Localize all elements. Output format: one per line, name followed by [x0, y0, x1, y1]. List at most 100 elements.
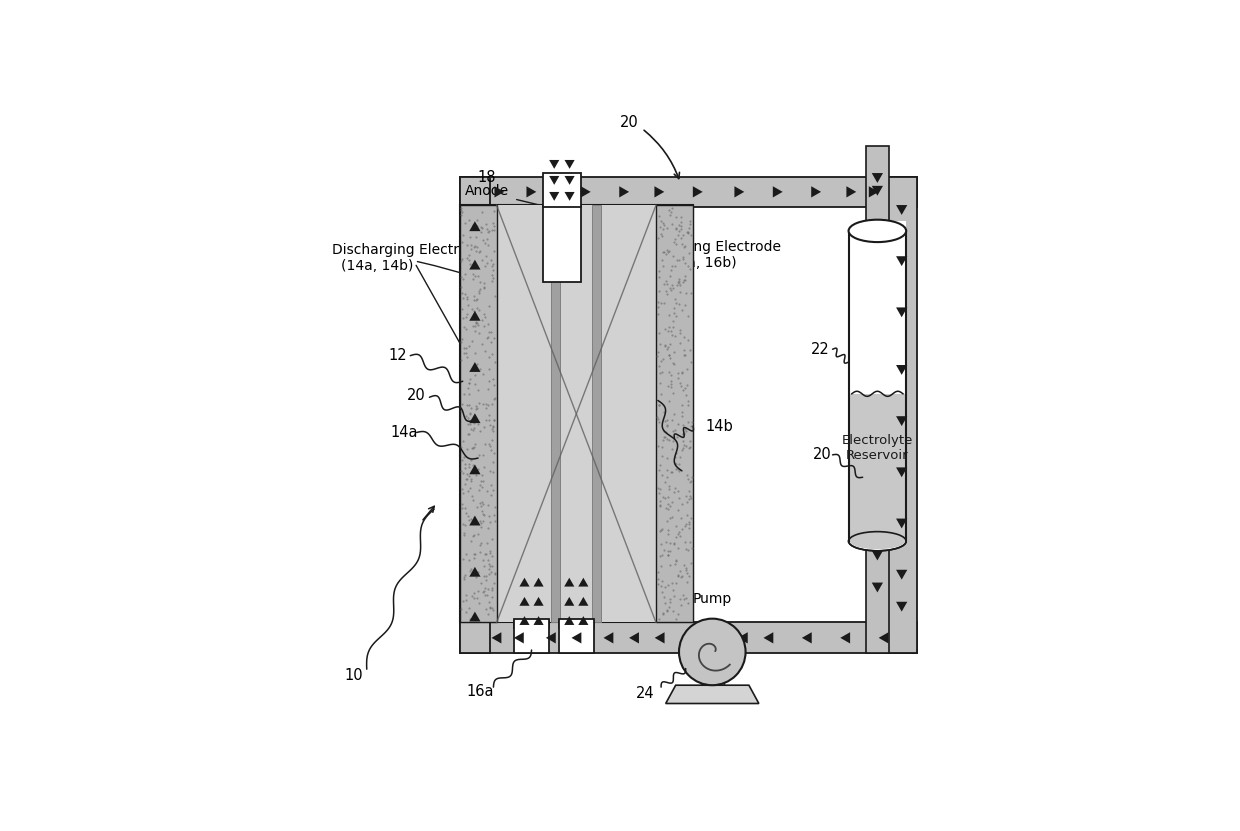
- Polygon shape: [513, 632, 523, 643]
- Polygon shape: [897, 365, 908, 375]
- Text: 20: 20: [813, 447, 832, 462]
- Bar: [593, 205, 601, 622]
- Polygon shape: [629, 632, 639, 643]
- Polygon shape: [549, 176, 559, 184]
- Polygon shape: [879, 632, 889, 643]
- Bar: [513, 622, 549, 627]
- Text: 14b: 14b: [706, 419, 734, 434]
- Text: 14a: 14a: [391, 425, 418, 440]
- Polygon shape: [520, 578, 529, 587]
- Text: 20: 20: [407, 388, 427, 403]
- Polygon shape: [872, 173, 883, 183]
- Bar: [497, 205, 656, 622]
- Polygon shape: [683, 632, 693, 643]
- Bar: [848, 221, 906, 541]
- Bar: [552, 205, 560, 622]
- Bar: [656, 205, 693, 622]
- Text: Charging Electrode: Charging Electrode: [649, 240, 781, 254]
- Polygon shape: [533, 578, 543, 587]
- Polygon shape: [564, 176, 574, 184]
- Bar: [559, 622, 594, 627]
- Bar: [513, 619, 549, 653]
- Polygon shape: [872, 583, 883, 593]
- Polygon shape: [693, 186, 703, 198]
- Bar: [460, 176, 490, 653]
- Bar: [559, 619, 594, 653]
- Polygon shape: [897, 570, 908, 580]
- Polygon shape: [469, 311, 481, 321]
- Text: (16a, 16b): (16a, 16b): [665, 256, 737, 270]
- Bar: [849, 394, 905, 540]
- Text: 20: 20: [620, 115, 639, 130]
- Polygon shape: [495, 186, 505, 198]
- Text: (14a, 14b): (14a, 14b): [341, 259, 413, 273]
- Polygon shape: [469, 515, 481, 525]
- Polygon shape: [655, 186, 665, 198]
- Polygon shape: [520, 616, 529, 625]
- Bar: [866, 541, 889, 653]
- Polygon shape: [655, 632, 665, 643]
- Polygon shape: [491, 632, 501, 643]
- Polygon shape: [469, 362, 481, 372]
- Polygon shape: [469, 465, 481, 475]
- Bar: [887, 176, 918, 653]
- Bar: [460, 205, 693, 622]
- Polygon shape: [527, 186, 537, 198]
- Polygon shape: [738, 632, 748, 643]
- Text: Discharging Electrode: Discharging Electrode: [331, 243, 484, 257]
- Polygon shape: [469, 259, 481, 269]
- Text: 10: 10: [345, 668, 363, 683]
- Polygon shape: [520, 597, 529, 606]
- Text: 24: 24: [636, 686, 655, 701]
- Polygon shape: [897, 602, 908, 612]
- Text: 18: 18: [477, 170, 496, 185]
- Text: 22: 22: [811, 342, 830, 356]
- Polygon shape: [619, 186, 629, 198]
- Bar: [460, 176, 918, 207]
- Polygon shape: [533, 616, 543, 625]
- Polygon shape: [734, 186, 744, 198]
- Text: Anode: Anode: [465, 184, 510, 198]
- Text: Electrolyte
Reservoir: Electrolyte Reservoir: [842, 435, 913, 462]
- Text: 16b: 16b: [667, 397, 696, 412]
- Polygon shape: [802, 632, 812, 643]
- Polygon shape: [841, 632, 851, 643]
- Polygon shape: [773, 186, 782, 198]
- Polygon shape: [469, 612, 481, 622]
- Polygon shape: [897, 519, 908, 529]
- Polygon shape: [469, 413, 481, 423]
- Polygon shape: [578, 597, 589, 606]
- Bar: [543, 174, 582, 207]
- Polygon shape: [564, 192, 574, 201]
- Polygon shape: [897, 416, 908, 426]
- Ellipse shape: [848, 219, 906, 242]
- Bar: [543, 205, 582, 282]
- Polygon shape: [580, 186, 590, 198]
- Polygon shape: [549, 192, 559, 201]
- Polygon shape: [564, 160, 574, 169]
- Polygon shape: [533, 597, 543, 606]
- Polygon shape: [546, 632, 556, 643]
- Polygon shape: [564, 597, 574, 606]
- Text: 12: 12: [388, 348, 407, 363]
- Polygon shape: [897, 467, 908, 477]
- Polygon shape: [847, 186, 857, 198]
- Polygon shape: [872, 551, 883, 560]
- Polygon shape: [897, 256, 908, 266]
- Text: Pump: Pump: [693, 592, 732, 606]
- Polygon shape: [869, 186, 879, 198]
- Polygon shape: [764, 632, 774, 643]
- Polygon shape: [872, 186, 883, 196]
- Polygon shape: [564, 578, 574, 587]
- Bar: [866, 145, 889, 231]
- Polygon shape: [549, 160, 559, 169]
- Bar: [460, 205, 497, 622]
- Polygon shape: [564, 616, 574, 625]
- Circle shape: [680, 618, 745, 686]
- Polygon shape: [578, 616, 589, 625]
- Bar: [701, 624, 724, 686]
- Text: 16a: 16a: [467, 684, 495, 699]
- Polygon shape: [469, 567, 481, 577]
- Polygon shape: [604, 632, 614, 643]
- Polygon shape: [811, 186, 821, 198]
